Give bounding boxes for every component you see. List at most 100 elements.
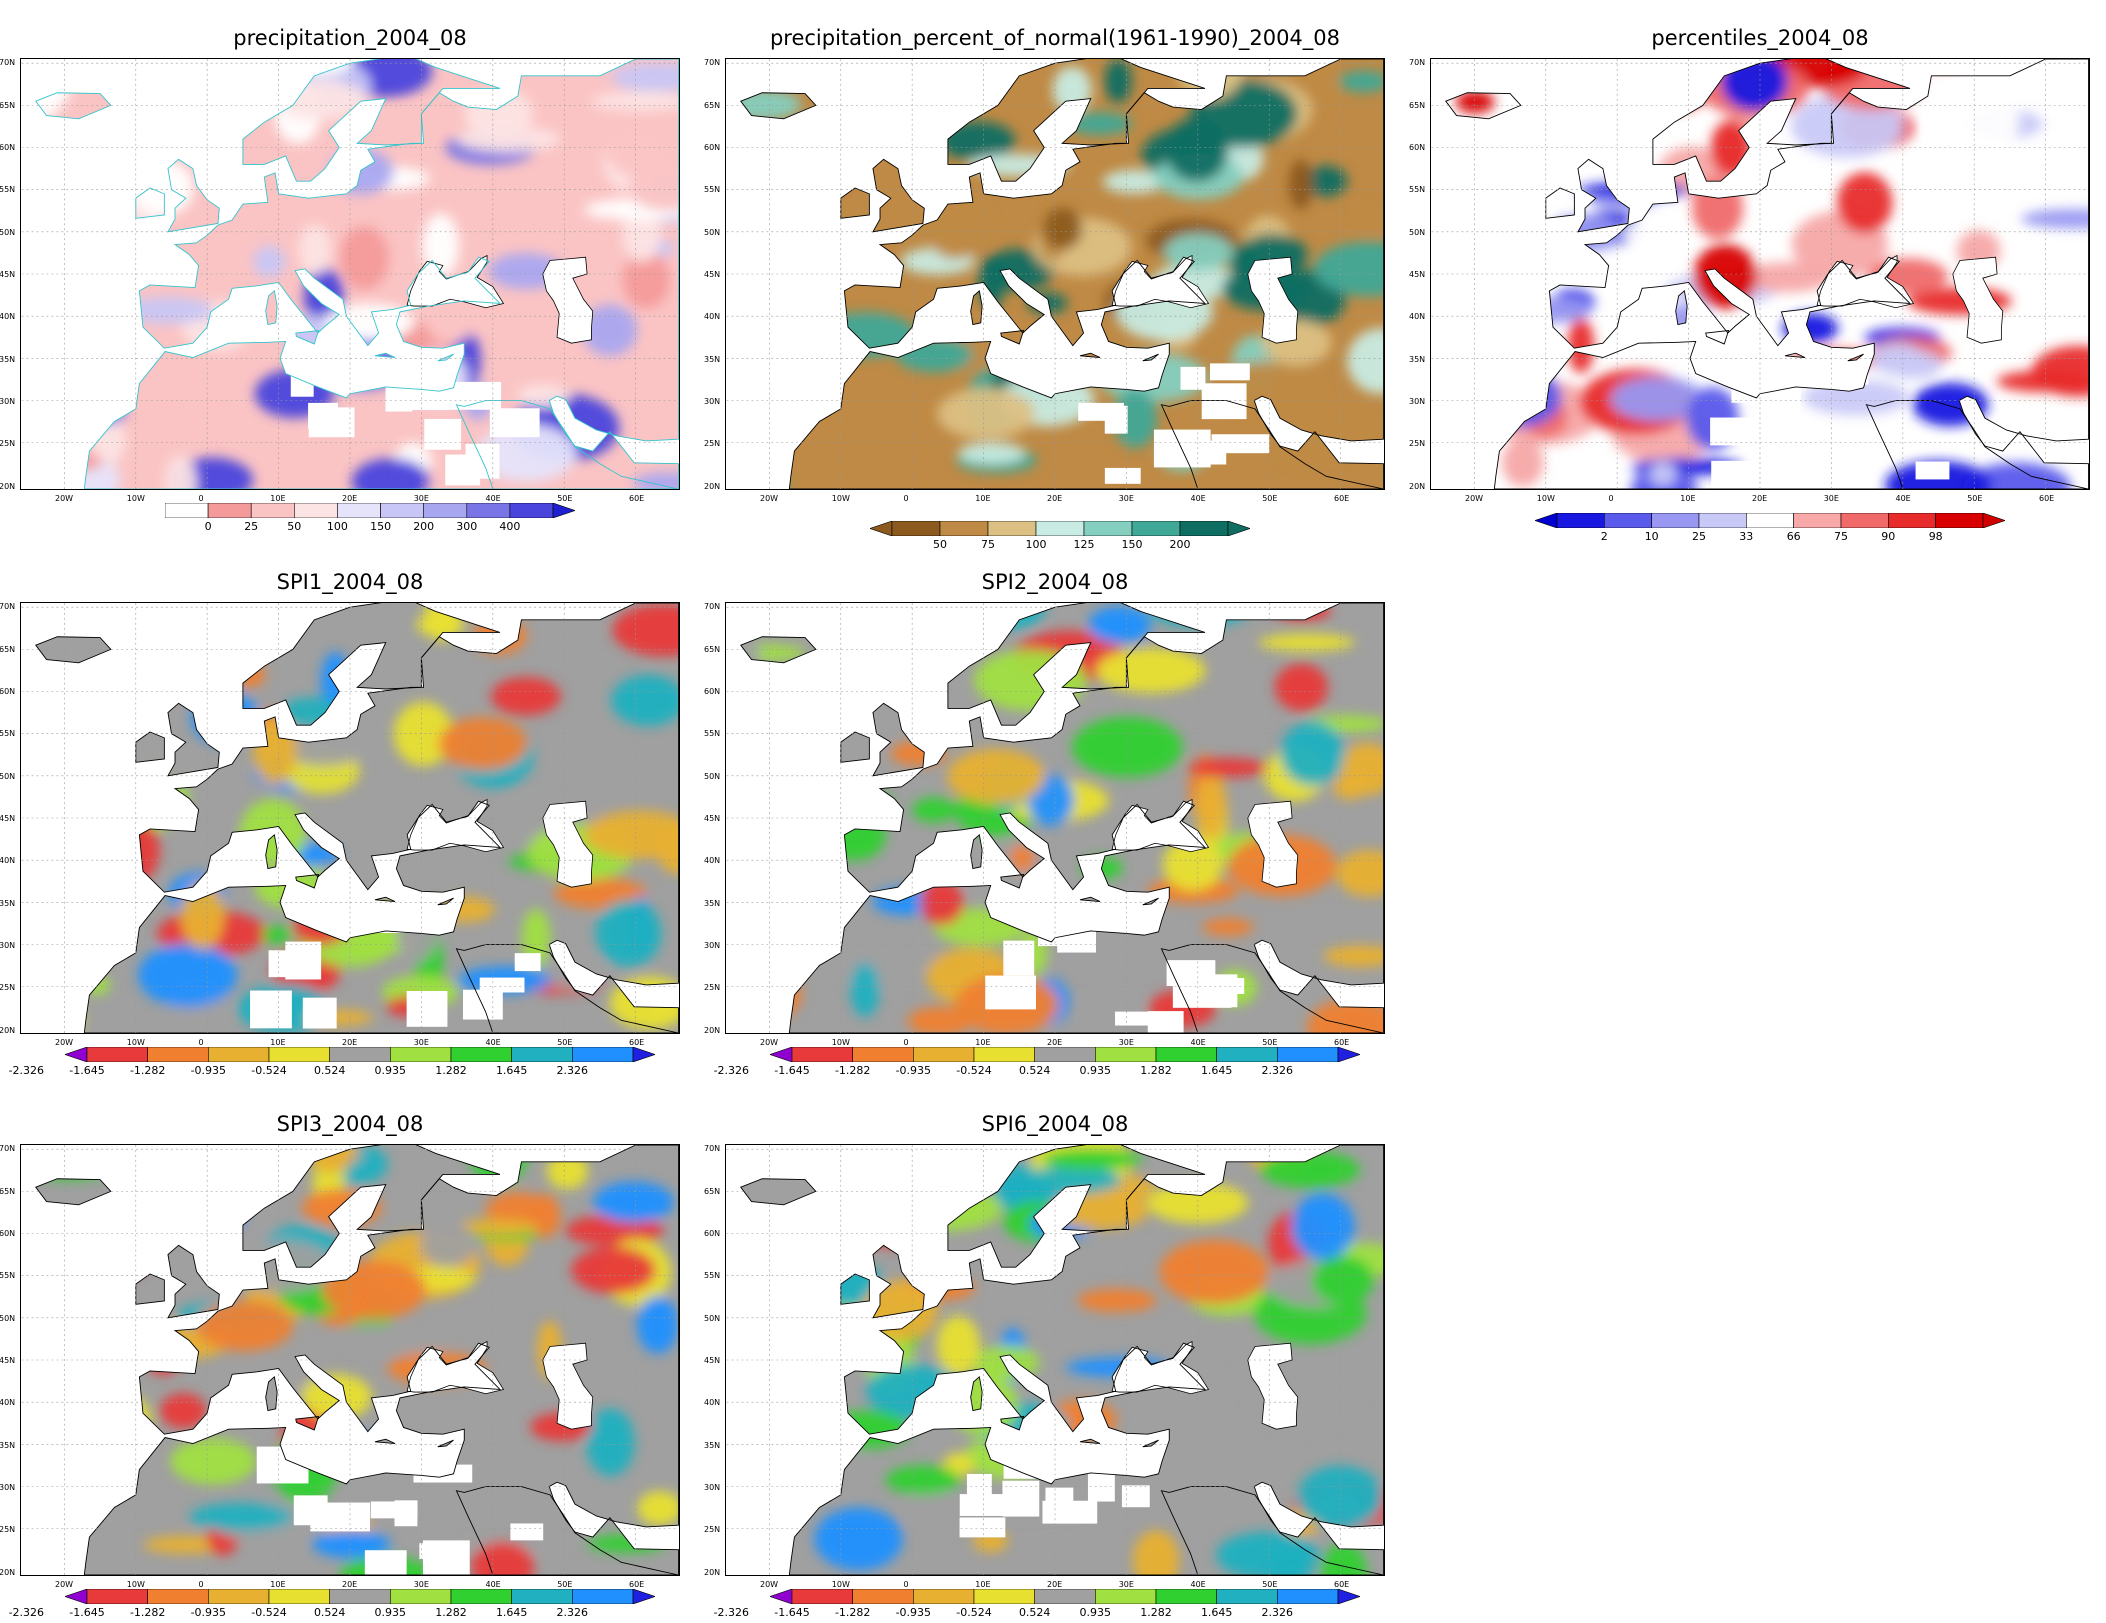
coastline xyxy=(167,158,220,233)
lon-tick-label: 60E xyxy=(1334,494,1350,503)
lat-tick-label: 60N xyxy=(704,142,721,152)
coastline xyxy=(970,1375,983,1412)
coastline xyxy=(437,1439,454,1448)
lon-tick-label: 20W xyxy=(760,494,779,503)
colorbar-swatch xyxy=(1179,521,1229,536)
colorbar-tick-labels: 2 10 25 33 66 75 90 98 xyxy=(1535,530,2005,544)
coastline xyxy=(167,702,220,777)
lat-tick-label: 50N xyxy=(704,1313,721,1323)
colorbar-tick-label: 25 xyxy=(244,520,259,533)
map-field xyxy=(1431,59,2089,489)
lon-tick-label: 10E xyxy=(975,1580,991,1589)
lat-tick-label: 55N xyxy=(1409,185,1426,195)
coastline xyxy=(83,59,679,489)
lon-tick-label: 50E xyxy=(557,1580,573,1589)
colorbar-swatch xyxy=(1155,1589,1218,1604)
colorbar-tick-label: -2.326 xyxy=(713,1064,750,1077)
lat-tick-label: 60N xyxy=(0,1228,16,1238)
lat-tick-label: 20N xyxy=(0,481,16,491)
lat-tick-label: 30N xyxy=(704,941,721,951)
coastline xyxy=(840,731,870,763)
coastline xyxy=(35,636,112,664)
colorbar-swatches xyxy=(165,503,575,518)
panel-title: precipitation_2004_08 xyxy=(233,26,467,50)
coastline xyxy=(1160,944,1384,1033)
colorbar-tick-label: 0.935 xyxy=(374,1606,407,1619)
colorbar-tick-label: 75 xyxy=(1834,530,1848,543)
colorbar-right-arrow xyxy=(1227,521,1250,536)
colorbar-tick-label: -0.935 xyxy=(190,1606,227,1619)
colorbar-tick-label: 150 xyxy=(1121,538,1143,551)
lat-tick-label: 25N xyxy=(704,983,721,993)
colorbar-tick-label: 1.282 xyxy=(435,1606,467,1619)
colorbar-tick-label: -1.645 xyxy=(69,1064,105,1077)
coastline xyxy=(970,289,983,326)
map-field xyxy=(21,59,679,489)
coastline xyxy=(265,1375,278,1412)
colorbar-tick-label: 1.645 xyxy=(495,1064,528,1077)
lat-tick-label: 30N xyxy=(704,397,721,407)
colorbar-left-arrow xyxy=(65,1589,88,1604)
colorbar-swatch xyxy=(250,503,295,518)
colorbar: 0 25 50 100 150 200 300 400 xyxy=(165,503,575,537)
lat-tick-label: 20N xyxy=(704,1567,721,1577)
coastline xyxy=(1142,1439,1159,1448)
lat-tick-label: 55N xyxy=(704,729,721,739)
lat-tick-label: 65N xyxy=(0,644,16,654)
colorbar-swatch xyxy=(571,1589,634,1604)
colorbar-right-arrow xyxy=(632,1589,655,1604)
colorbar-tick-labels: -2.326 -1.645 -1.282 -0.935 -0.524 0.524 0.935… xyxy=(9,1064,655,1078)
colorbar: 50 75 100 125 150 200 xyxy=(870,521,1250,555)
shaded-field xyxy=(740,1145,1384,1575)
coastline xyxy=(1079,1438,1101,1444)
colorbar-swatch xyxy=(165,503,209,518)
colorbar-swatch xyxy=(913,1589,975,1604)
colorbar-swatch xyxy=(268,1589,331,1604)
lat-tick-label: 45N xyxy=(1409,270,1426,279)
panel-title: SPI1_2004_08 xyxy=(276,570,424,594)
colorbar-tick-label: -0.524 xyxy=(956,1064,992,1077)
lat-tick-label: 45N xyxy=(704,1356,721,1365)
lon-tick-label: 10W xyxy=(831,1038,850,1047)
lat-tick-label: 45N xyxy=(0,814,16,823)
map-frame xyxy=(20,1144,680,1576)
coastline xyxy=(970,833,983,870)
graticule xyxy=(1431,59,2089,489)
lat-tick-label: 20N xyxy=(704,481,721,491)
lon-tick-label: 10W xyxy=(126,1580,145,1589)
coastline xyxy=(1445,92,1522,120)
lon-tick-label: 50E xyxy=(1262,1038,1278,1047)
colorbar-tick-label: 400 xyxy=(499,520,521,533)
colorbar-swatch xyxy=(511,1047,573,1062)
colorbar-swatch xyxy=(86,1047,149,1062)
lat-tick-label: 50N xyxy=(0,771,16,781)
map-field xyxy=(726,603,1384,1033)
map-frame xyxy=(725,1144,1385,1576)
lon-tick-label: 20E xyxy=(1047,494,1063,503)
colorbar-tick-label: -0.524 xyxy=(251,1606,287,1619)
lat-tick-label: 25N xyxy=(0,1525,16,1535)
lon-tick-label: 0 xyxy=(903,494,909,503)
lon-tick-label: 30E xyxy=(1118,1038,1134,1047)
lat-tick-label: 35N xyxy=(0,354,16,364)
colorbar-swatch xyxy=(1083,521,1133,536)
lat-tick-label: 50N xyxy=(0,1313,16,1323)
lon-tick-label: 40E xyxy=(485,494,501,503)
colorbar-swatch xyxy=(147,1589,209,1604)
colorbar-swatch xyxy=(987,521,1037,536)
lat-tick-label: 70N xyxy=(704,602,721,612)
lon-tick-label: 10E xyxy=(975,494,991,503)
coastline xyxy=(1000,874,1025,889)
colorbar-swatch xyxy=(329,1589,391,1604)
panel-title: SPI6_2004_08 xyxy=(981,1112,1129,1136)
lat-tick-label: 25N xyxy=(704,439,721,449)
lat-tick-label: 20N xyxy=(704,1025,721,1035)
graticule xyxy=(726,603,1384,1033)
colorbar-swatch xyxy=(1216,1589,1278,1604)
colorbar-swatch xyxy=(1746,513,1794,528)
colorbar: 2 10 25 33 66 75 90 98 xyxy=(1535,513,2005,547)
colorbar-swatch xyxy=(450,1589,513,1604)
lon-tick-label: 40E xyxy=(485,1580,501,1589)
lon-tick-label: 20E xyxy=(342,1580,358,1589)
